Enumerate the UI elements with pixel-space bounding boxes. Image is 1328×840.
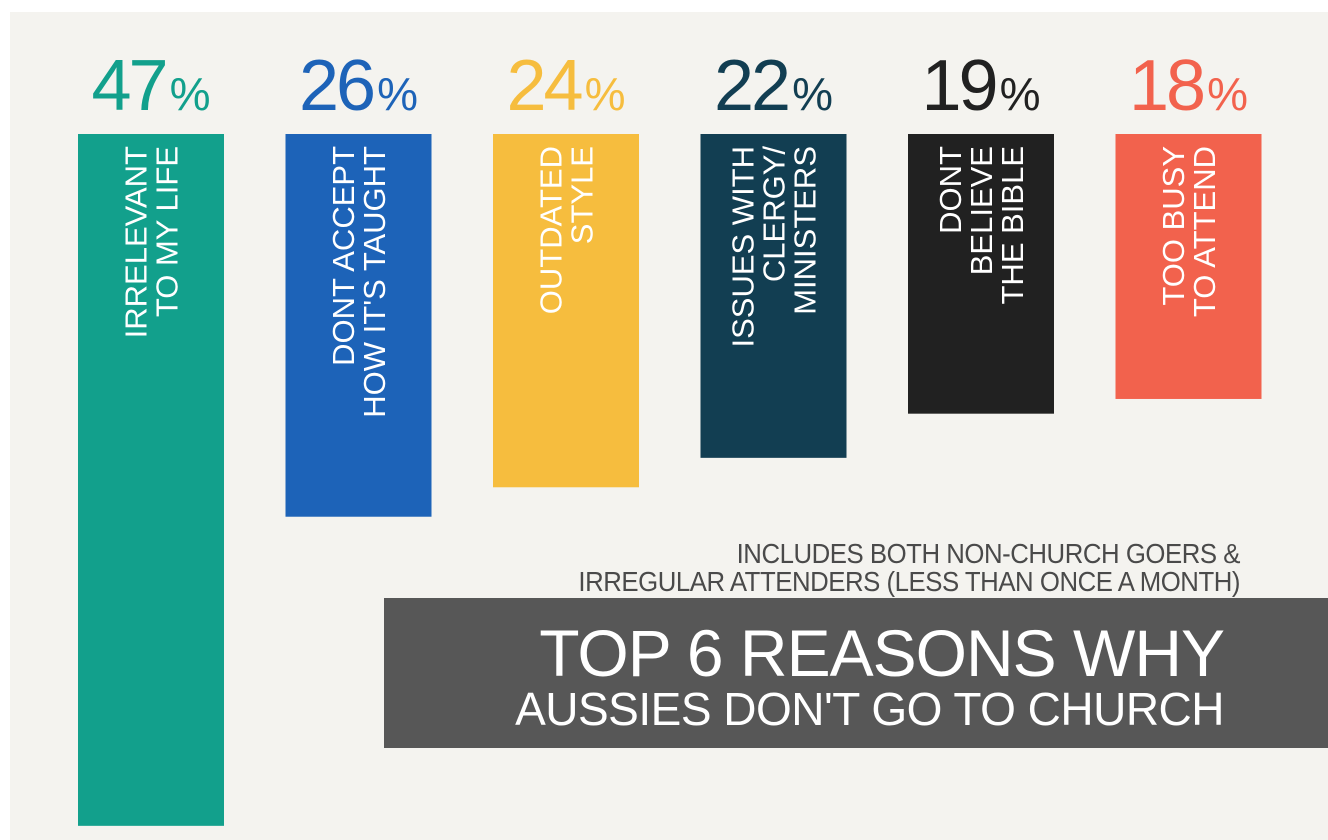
category-label-6: TOO BUSYTO ATTEND — [1156, 146, 1222, 317]
category-label-3: OUTDATEDSTYLE — [534, 146, 600, 314]
value-label-6: 18% — [1129, 46, 1248, 126]
category-label-2: DONT ACCEPTHOW IT'S TAUGHT — [326, 146, 392, 418]
bar-1 — [78, 134, 224, 826]
bar-5 — [908, 134, 1054, 414]
value-label-4: 22% — [714, 46, 833, 126]
value-label-1: 47% — [92, 46, 211, 126]
category-label-4: ISSUES WITHCLERGY/MINISTERS — [726, 146, 823, 348]
infographic-card: 47% IRRELEVANTTO MY LIFE 26% DONT ACCEPTHOW… — [10, 12, 1328, 840]
footnote-line-1: INCLUDES BOTH NON-CHURCH GOERS & — [736, 538, 1241, 569]
footnote-line-2: IRREGULAR ATTENDERS (LESS THAN ONCE A MO… — [578, 566, 1240, 597]
bar-6 — [1115, 134, 1262, 399]
value-label-2: 26% — [299, 46, 418, 126]
value-label-5: 19% — [922, 46, 1041, 126]
bar-4 — [700, 134, 847, 458]
bar-2 — [285, 134, 432, 517]
category-label-1: IRRELEVANTTO MY LIFE — [119, 146, 185, 338]
bar-chart: 47% IRRELEVANTTO MY LIFE 26% DONT ACCEPTHOW… — [78, 46, 1262, 826]
bar-3 — [493, 134, 639, 488]
title-banner: TOP 6 REASONS WHY AUSSIES DON'T GO TO CH… — [384, 598, 1328, 748]
chart-subtitle: AUSSIES DON'T GO TO CHURCH — [515, 683, 1224, 735]
category-label-5: DONTBELIEVETHE BIBLE — [933, 146, 1030, 305]
value-label-3: 24% — [507, 46, 626, 126]
chart-title: TOP 6 REASONS WHY — [539, 616, 1225, 690]
